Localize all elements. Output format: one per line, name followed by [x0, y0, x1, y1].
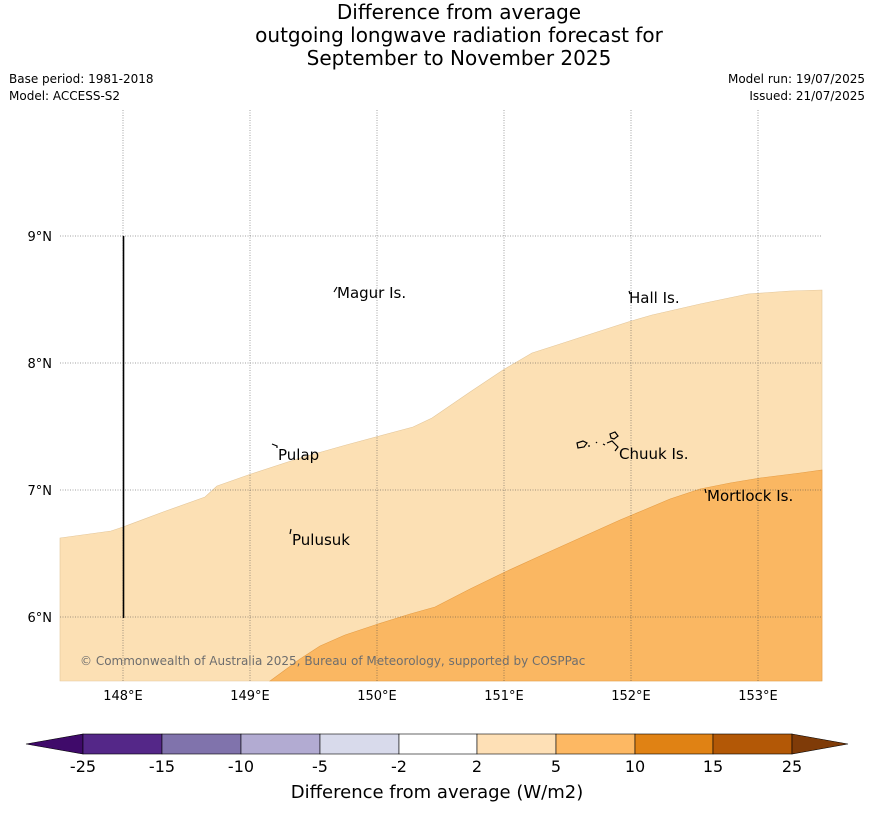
lat-tick-6: 6°N: [28, 611, 53, 626]
colorbar-segment-8: [634, 733, 714, 755]
title-line-2: outgoing longwave radiation forecast for: [255, 23, 663, 47]
colorbar-label-25: 25: [782, 757, 802, 776]
model-text: Model: ACCESS-S2: [9, 89, 121, 103]
colorbar-label-neg2: -2: [391, 757, 407, 776]
colorbar: -25 -15 -10 -5 -2 2 5 10 15 25 Differenc…: [25, 733, 849, 803]
pulap-island-shape: [271, 443, 278, 448]
title-line-3: September to November 2025: [306, 46, 612, 70]
meta-right: Model run: 19/07/2025 Issued: 21/07/2025: [728, 71, 865, 105]
issued-text: Issued: 21/07/2025: [749, 89, 865, 103]
colorbar-segment-1: [82, 733, 163, 755]
lat-tick-9: 9°N: [28, 230, 53, 245]
hall-island-shape: [628, 290, 631, 295]
place-label-chuuk: Chuuk Is.: [619, 445, 688, 463]
lon-tick-153: 153°E: [738, 689, 778, 704]
colorbar-title: Difference from average (W/m2): [291, 782, 583, 803]
map-title: Difference from average outgoing longwav…: [0, 1, 873, 70]
anomaly-area-5-to-10: [269, 469, 823, 682]
lon-tick-150: 150°E: [357, 689, 397, 704]
mortlock-island-shape: [704, 488, 707, 494]
lat-tick-7: 7°N: [28, 484, 53, 499]
colorbar-label-neg10: -10: [228, 757, 254, 776]
chuuk-island-shapes: [576, 431, 619, 452]
lat-tick-8: 8°N: [28, 357, 53, 372]
gridlines: [60, 110, 822, 681]
colorbar-label-5: 5: [551, 757, 561, 776]
colorbar-label-10: 10: [625, 757, 645, 776]
lon-tick-151: 151°E: [484, 689, 524, 704]
colorbar-extend-high: [791, 733, 849, 755]
place-label-magur: Magur Is.: [337, 284, 406, 302]
map-panel: Magur Is. Hall Is. Pulap Chuuk Is. Mortl…: [59, 110, 823, 682]
colorbar-label-neg25: -25: [70, 757, 96, 776]
copyright-notice: © Commonwealth of Australia 2025, Bureau…: [80, 654, 585, 668]
colorbar-extend-low: [25, 733, 84, 755]
magur-island-shape: [333, 286, 338, 293]
colorbar-tick-labels: -25 -15 -10 -5 -2 2 5 10 15 25: [70, 757, 802, 776]
latitude-ticks: 9°N 8°N 7°N 6°N: [28, 230, 53, 626]
model-run-text: Model run: 19/07/2025: [727, 72, 865, 86]
island-shapes: [271, 286, 707, 535]
place-label-hall: Hall Is.: [629, 289, 680, 307]
colorbar-label-neg15: -15: [149, 757, 175, 776]
colorbar-segment-7: [555, 733, 636, 755]
longitude-ticks: 148°E 149°E 150°E 151°E 152°E 153°E: [103, 689, 778, 704]
place-label-pulusuk: Pulusuk: [292, 531, 350, 549]
colorbar-segment-4: [319, 733, 400, 755]
base-period-text: Base period: 1981-2018: [9, 72, 154, 86]
colorbar-segment-2: [161, 733, 242, 755]
colorbar-segment-3: [240, 733, 321, 755]
place-label-mortlock: Mortlock Is.: [707, 487, 793, 505]
colorbar-segment-6: [476, 733, 557, 755]
lon-tick-148: 148°E: [103, 689, 143, 704]
place-label-pulap: Pulap: [278, 446, 319, 464]
title-line-1: Difference from average: [336, 0, 582, 24]
meta-left: Base period: 1981-2018 Model: ACCESS-S2: [9, 71, 154, 105]
colorbar-segment-9: [712, 733, 793, 755]
lon-tick-149: 149°E: [230, 689, 270, 704]
pulusuk-island-shape: [289, 528, 292, 535]
colorbar-label-15: 15: [703, 757, 723, 776]
lon-tick-152: 152°E: [611, 689, 651, 704]
colorbar-label-2: 2: [472, 757, 482, 776]
colorbar-label-neg5: -5: [312, 757, 328, 776]
colorbar-segment-5: [398, 733, 478, 755]
